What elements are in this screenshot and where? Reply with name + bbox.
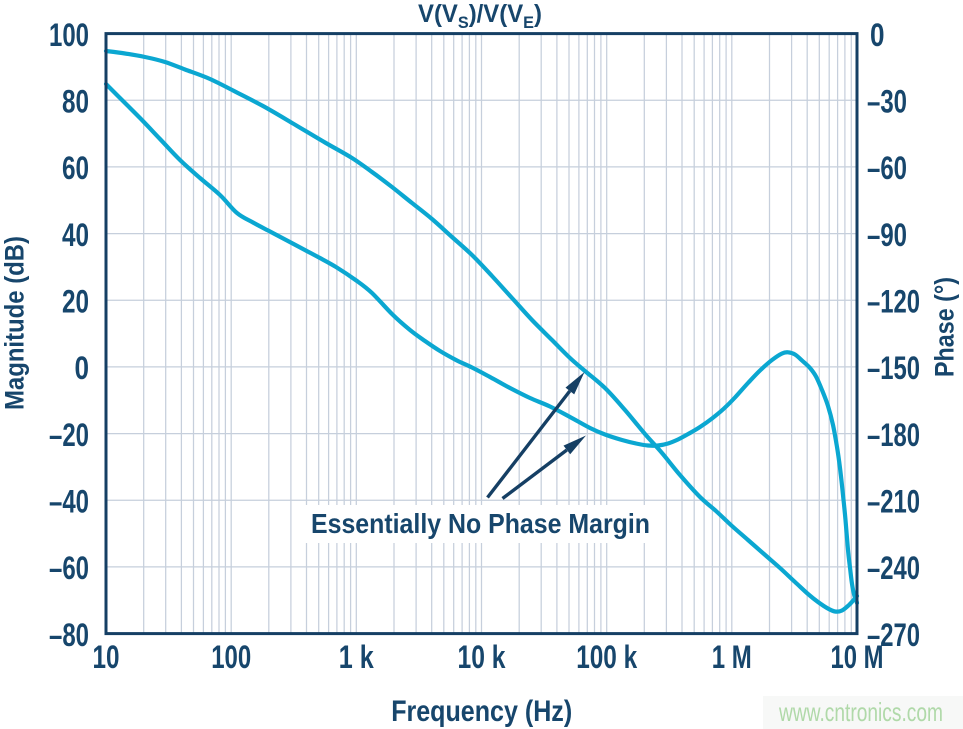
svg-text:100 k: 100 k xyxy=(576,639,637,675)
svg-text:–30: –30 xyxy=(867,84,907,120)
svg-text:0: 0 xyxy=(870,17,885,53)
svg-text:40: 40 xyxy=(62,217,89,253)
svg-text:–40: –40 xyxy=(49,484,89,520)
svg-text:–180: –180 xyxy=(867,417,920,453)
svg-text:1 k: 1 k xyxy=(339,639,374,675)
svg-text:–80: –80 xyxy=(49,617,89,653)
svg-text:10 M: 10 M xyxy=(831,639,884,675)
svg-text:Magnitude (dB): Magnitude (dB) xyxy=(0,236,29,410)
svg-text:Essentially No Phase Margin: Essentially No Phase Margin xyxy=(311,508,650,539)
svg-text:1 M: 1 M xyxy=(712,639,752,675)
svg-text:–60: –60 xyxy=(867,150,907,186)
svg-text:–210: –210 xyxy=(867,484,920,520)
svg-text:–240: –240 xyxy=(867,550,920,586)
svg-text:–20: –20 xyxy=(49,417,89,453)
svg-text:www.cntronics.com: www.cntronics.com xyxy=(778,697,943,727)
svg-text:10 k: 10 k xyxy=(458,639,506,675)
svg-text:–90: –90 xyxy=(867,217,907,253)
svg-text:0: 0 xyxy=(75,350,90,386)
svg-text:100: 100 xyxy=(49,17,89,53)
svg-text:–60: –60 xyxy=(49,550,89,586)
svg-text:–150: –150 xyxy=(867,350,920,386)
svg-text:–120: –120 xyxy=(867,284,920,320)
svg-text:Phase (°): Phase (°) xyxy=(930,277,960,377)
svg-text:V(VS)/V(VE): V(VS)/V(VE) xyxy=(418,0,542,32)
svg-text:20: 20 xyxy=(62,284,89,320)
svg-text:60: 60 xyxy=(62,150,89,186)
svg-text:80: 80 xyxy=(62,84,89,120)
svg-text:–270: –270 xyxy=(867,617,920,653)
svg-text:100: 100 xyxy=(211,639,251,675)
svg-text:Frequency (Hz): Frequency (Hz) xyxy=(391,695,572,728)
svg-text:10: 10 xyxy=(93,639,120,675)
